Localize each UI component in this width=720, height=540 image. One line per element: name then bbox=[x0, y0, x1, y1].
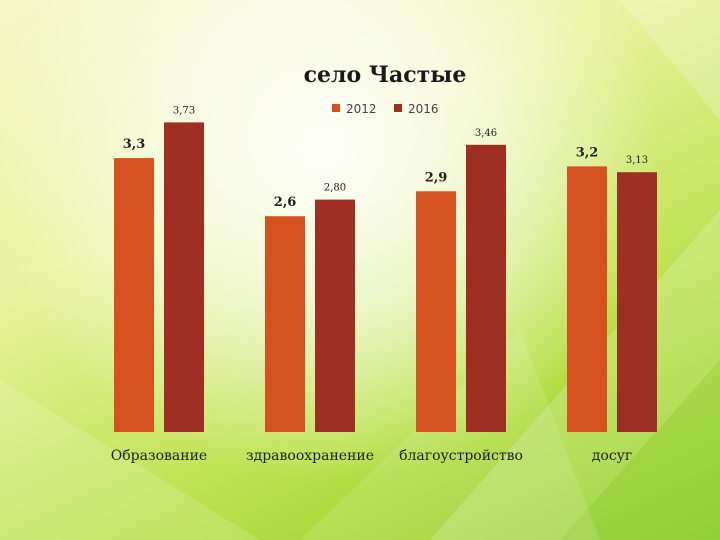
data-label-2012-1: 3,3 bbox=[123, 137, 146, 152]
data-label-2016-4: 3,13 bbox=[626, 155, 648, 166]
legend-label-2016: 2016 bbox=[408, 102, 439, 116]
legend: 2012 2016 bbox=[332, 102, 439, 116]
chart-title: село Частые bbox=[304, 62, 467, 88]
bar-2016-4 bbox=[617, 172, 657, 432]
bar-2016-2 bbox=[315, 199, 355, 432]
category-label-3: благоустройство bbox=[399, 448, 523, 464]
category-labels: Образование здравоохранение благоустройств… bbox=[111, 448, 632, 464]
bar-2012-3 bbox=[416, 191, 456, 432]
bar-2012-2 bbox=[265, 216, 305, 432]
bar-2012-4 bbox=[567, 166, 607, 432]
bar-2012-1 bbox=[114, 158, 154, 432]
bar-2016-3 bbox=[466, 144, 506, 432]
data-label-2016-2: 2,80 bbox=[324, 183, 346, 194]
category-label-2: здравоохранение bbox=[246, 448, 374, 464]
data-label-2016-1: 3,73 bbox=[173, 105, 195, 116]
category-label-4: досуг bbox=[592, 448, 632, 464]
value-labels: 3,3 3,73 2,6 2,80 2,9 3,46 3,2 3,13 bbox=[123, 105, 648, 210]
data-label-2012-2: 2,6 bbox=[274, 195, 297, 210]
legend-swatch-2012 bbox=[332, 104, 340, 112]
bars bbox=[114, 122, 657, 432]
legend-label-2012: 2012 bbox=[346, 102, 377, 116]
legend-swatch-2016 bbox=[394, 104, 402, 112]
bar-2016-1 bbox=[164, 122, 204, 432]
data-label-2012-3: 2,9 bbox=[425, 170, 448, 185]
data-label-2012-4: 3,2 bbox=[576, 145, 599, 160]
data-label-2016-3: 3,46 bbox=[475, 128, 497, 139]
category-label-1: Образование bbox=[111, 448, 207, 464]
